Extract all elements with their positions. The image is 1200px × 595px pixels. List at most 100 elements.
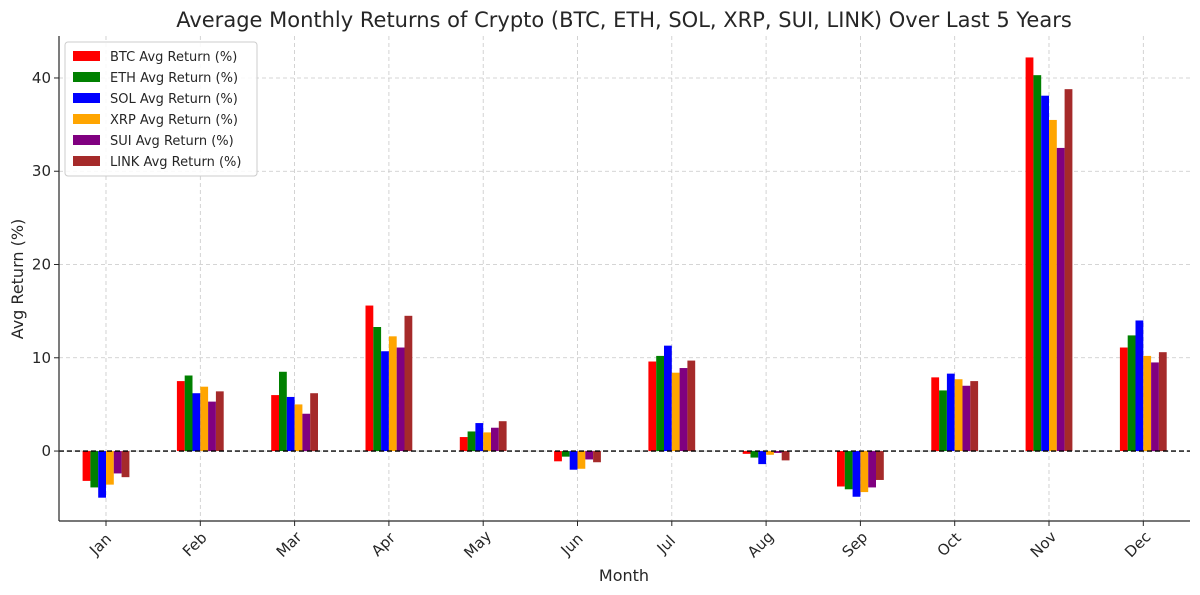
x-tick-label: Sep [839, 528, 872, 561]
bar [837, 451, 845, 487]
bar [121, 451, 130, 478]
bar [279, 371, 287, 452]
legend-swatch [73, 156, 100, 166]
x-tick-label: Oct [934, 529, 965, 560]
bar [593, 451, 601, 463]
x-axis-label: Month [599, 566, 649, 585]
bar [98, 451, 106, 498]
bar [373, 327, 382, 452]
bar [561, 451, 570, 457]
bar [1025, 57, 1034, 452]
bar [271, 395, 279, 452]
y-tick-label: 30 [32, 162, 51, 180]
bar [931, 377, 940, 452]
bar [1033, 75, 1042, 452]
legend-swatch [73, 114, 100, 124]
x-tick-label: Jun [557, 530, 587, 560]
bar [1158, 352, 1167, 452]
bar [286, 396, 295, 452]
legend-swatch [73, 51, 100, 61]
y-tick-label: 0 [41, 442, 51, 460]
bar [208, 401, 216, 452]
bar [758, 451, 767, 465]
bar [215, 391, 224, 452]
bar [954, 379, 963, 452]
legend-box [64, 41, 258, 177]
legend-label: SUI Avg Return (%) [110, 134, 234, 149]
legend-swatch [73, 72, 100, 82]
legend: BTC Avg Return (%) ETH Avg Return (%) SOL … [64, 41, 258, 177]
x-tick-label: Feb [179, 529, 211, 561]
bar [365, 305, 374, 452]
bar [1064, 89, 1073, 452]
bar [781, 451, 790, 461]
bar [687, 360, 696, 452]
bar [939, 390, 947, 452]
bar [176, 381, 185, 452]
bar [671, 372, 680, 452]
bar [1119, 347, 1128, 452]
bar [192, 393, 201, 452]
legend-label: ETH Avg Return (%) [110, 71, 238, 86]
bar [844, 451, 853, 490]
bar [310, 393, 318, 452]
bar [852, 451, 861, 497]
bar [648, 361, 657, 452]
legend-label: LINK Avg Return (%) [110, 155, 241, 170]
bar [585, 451, 594, 460]
x-tick-label: May [460, 527, 495, 562]
bar [294, 404, 303, 452]
bar [577, 451, 586, 469]
y-axis-label: Avg Return (%) [8, 219, 27, 340]
bar [970, 381, 979, 452]
x-tick-label: Apr [368, 528, 400, 560]
legend-label: XRP Avg Return (%) [110, 113, 238, 128]
bar [868, 451, 876, 488]
y-tick-label: 20 [32, 256, 51, 274]
bar [554, 451, 562, 462]
bar [475, 423, 484, 452]
x-tick-label: Nov [1027, 528, 1061, 562]
legend-label: SOL Avg Return (%) [110, 92, 238, 107]
bar [679, 368, 688, 452]
bar [498, 421, 507, 452]
bar [491, 427, 499, 452]
x-tick-label: Aug [744, 528, 777, 561]
bar [388, 336, 397, 452]
bar [773, 451, 782, 453]
x-tick-label: Jan [85, 530, 115, 560]
bar [82, 451, 91, 481]
bar [766, 451, 774, 455]
bar [1135, 320, 1144, 452]
bar [1041, 95, 1049, 452]
bar [742, 451, 751, 454]
bar [467, 431, 476, 452]
legend-swatch [73, 93, 100, 103]
bar [381, 351, 389, 452]
bar [750, 451, 759, 458]
axes [58, 36, 1190, 522]
bar [113, 451, 122, 474]
bar [184, 375, 193, 452]
x-ticks: Jan Feb Mar Apr May Jun Jul Aug Sep Oct Nov Dec [85, 521, 1154, 562]
bar [200, 386, 209, 452]
bars [82, 57, 1167, 498]
y-tick-label: 10 [32, 349, 51, 367]
x-tick-label: Mar [273, 528, 306, 561]
bar [1151, 362, 1159, 452]
bar [404, 315, 413, 452]
chart-title: Average Monthly Returns of Crypto (BTC, … [176, 8, 1072, 32]
bar [946, 373, 955, 452]
legend-label: BTC Avg Return (%) [110, 50, 237, 65]
bar [860, 451, 869, 493]
bar [90, 451, 99, 488]
x-tick-label: Jul [653, 532, 679, 558]
bar [396, 347, 405, 452]
bar [1143, 355, 1152, 452]
bar [962, 385, 971, 452]
bar [1049, 119, 1057, 452]
y-tick-label: 40 [32, 69, 51, 87]
y-ticks: 0 10 20 30 40 [32, 69, 59, 460]
bar [106, 451, 114, 485]
